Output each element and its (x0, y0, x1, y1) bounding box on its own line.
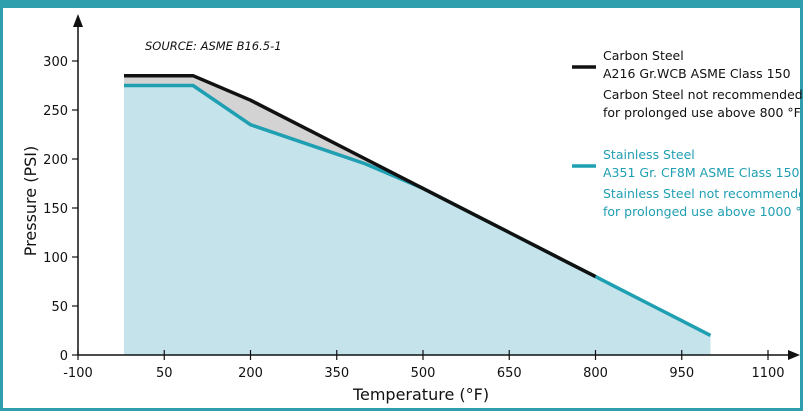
chart-source: SOURCE: ASME B16.5-1 (145, 39, 282, 53)
x-tick-label: 950 (669, 366, 694, 381)
y-tick-label: 100 (43, 251, 68, 266)
legend-carbon-steel-name: Carbon Steel (603, 48, 684, 63)
legend: Carbon Steel A216 Gr.WCB ASME Class 150 … (572, 48, 803, 219)
x-tick-label: 50 (156, 366, 173, 381)
x-tick-label: 650 (497, 366, 522, 381)
y-tick-label: 0 (60, 349, 68, 364)
stainless-steel-area (124, 85, 711, 355)
carbon-steel-line (124, 73, 597, 279)
legend-carbon-steel-note-1: Carbon Steel not recommended (603, 87, 803, 102)
x-tick-label: 350 (324, 366, 349, 381)
x-tick-label: 200 (238, 366, 263, 381)
x-tick-label: 1100 (751, 366, 784, 381)
y-tick-label: 50 (51, 300, 68, 315)
legend-stainless-steel-spec: A351 Gr. CF8M ASME Class 150 (603, 165, 800, 180)
x-tick-label: 800 (583, 366, 608, 381)
y-tick-label: 200 (43, 153, 68, 168)
legend-carbon-steel-note-2: for prolonged use above 800 °F (603, 105, 801, 120)
y-axis-arrow (73, 14, 83, 27)
legend-stainless-steel-note-2: for prolonged use above 1000 °F (603, 204, 803, 219)
y-tick-label: 150 (43, 202, 68, 217)
legend-stainless-steel-note-1: Stainless Steel not recommended (603, 186, 803, 201)
legend-stainless-steel-name: Stainless Steel (603, 147, 695, 162)
y-tick-label: 250 (43, 104, 68, 119)
x-axis-arrow (788, 350, 800, 360)
x-tick-label: -100 (63, 366, 93, 381)
x-axis-title: Temperature (°F) (352, 385, 489, 404)
x-tick-label: 500 (411, 366, 436, 381)
y-tick-label: 300 (43, 55, 68, 70)
legend-carbon-steel-spec: A216 Gr.WCB ASME Class 150 (603, 66, 791, 81)
y-axis-title: Pressure (PSI) (21, 146, 40, 256)
